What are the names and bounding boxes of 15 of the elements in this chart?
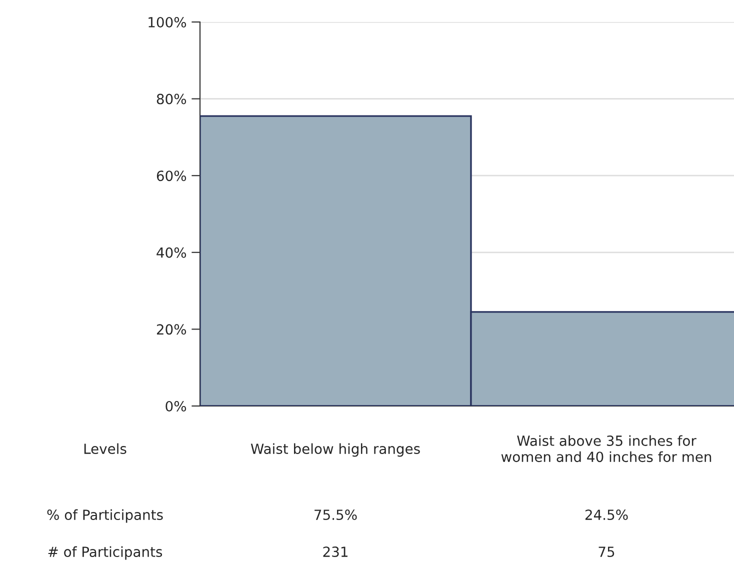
- y-tick-label: 80%: [156, 94, 186, 104]
- x-tick-label: Waist above 35 inches for women and 40 inches for men: [501, 435, 712, 462]
- text: 75: [598, 546, 614, 558]
- text: Levels: [84, 443, 126, 454]
- y-tick-label: 20%: [156, 324, 186, 335]
- x-tick-label: Waist below high ranges: [250, 443, 420, 457]
- data-label: 75.5%: [314, 510, 357, 520]
- text: 231: [323, 546, 348, 558]
- data-label: 24.5%: [585, 510, 628, 520]
- text: # of Participants: [48, 546, 162, 560]
- y-tick-label: 0%: [166, 400, 186, 412]
- y-tick-label: 100%: [148, 16, 186, 28]
- y-tick-label: 60%: [156, 170, 186, 182]
- text: % of Participants: [47, 509, 163, 523]
- y-tick-label: 40%: [156, 247, 186, 258]
